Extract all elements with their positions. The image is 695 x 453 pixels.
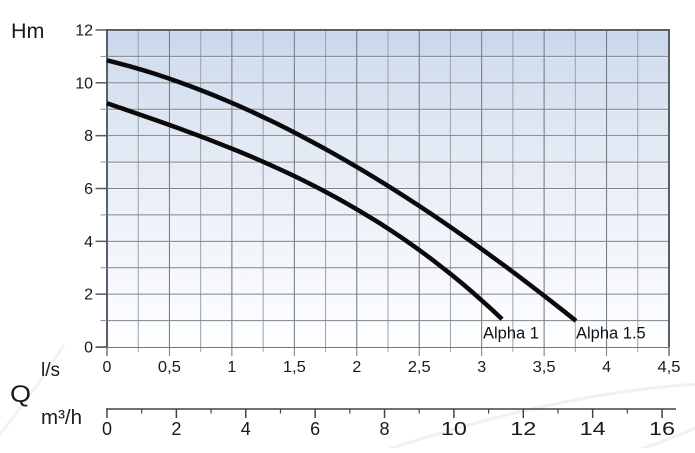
svg-text:6: 6 <box>310 419 320 439</box>
svg-text:2: 2 <box>171 419 181 439</box>
svg-text:12: 12 <box>75 23 93 40</box>
svg-text:12: 12 <box>510 419 536 439</box>
svg-text:Q: Q <box>10 381 31 408</box>
svg-text:Alpha 1: Alpha 1 <box>483 325 539 343</box>
svg-text:4: 4 <box>84 234 93 251</box>
svg-text:4: 4 <box>241 419 251 439</box>
svg-text:1,5: 1,5 <box>283 359 306 376</box>
svg-text:14: 14 <box>580 419 606 439</box>
svg-text:0: 0 <box>102 419 112 439</box>
svg-text:2: 2 <box>84 287 93 304</box>
svg-text:m³/h: m³/h <box>41 407 82 429</box>
svg-text:10: 10 <box>75 75 93 92</box>
svg-text:1: 1 <box>227 359 236 376</box>
svg-text:8: 8 <box>84 128 93 145</box>
svg-text:4: 4 <box>602 359 611 376</box>
svg-text:0,5: 0,5 <box>158 359 181 376</box>
svg-text:3: 3 <box>477 359 486 376</box>
svg-text:2: 2 <box>352 359 361 376</box>
svg-text:10: 10 <box>441 419 467 439</box>
svg-text:Hm: Hm <box>11 19 44 43</box>
svg-text:3,5: 3,5 <box>533 359 556 376</box>
svg-text:0: 0 <box>103 359 112 376</box>
svg-text:8: 8 <box>380 419 390 439</box>
svg-text:Alpha 1.5: Alpha 1.5 <box>576 325 646 343</box>
svg-text:16: 16 <box>649 419 675 439</box>
svg-text:0: 0 <box>84 340 93 357</box>
svg-text:6: 6 <box>84 181 93 198</box>
svg-text:2,5: 2,5 <box>408 359 431 376</box>
svg-text:l/s: l/s <box>41 360 60 381</box>
svg-text:4,5: 4,5 <box>658 359 681 376</box>
